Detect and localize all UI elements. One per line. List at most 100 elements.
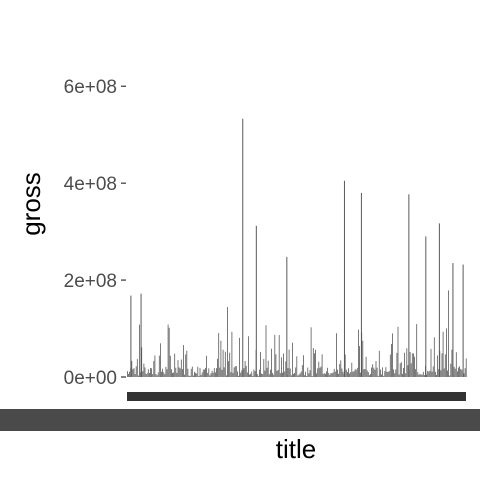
bar — [166, 369, 168, 377]
bar — [275, 354, 277, 377]
bar — [396, 352, 398, 377]
bar — [362, 340, 364, 377]
bar — [395, 369, 397, 377]
bar — [279, 373, 281, 377]
bar — [204, 369, 205, 377]
bar — [438, 369, 440, 377]
bar — [384, 371, 386, 377]
bar — [426, 374, 427, 377]
y-axis: 0e+00 2e+08 4e+08 6e+08 — [64, 77, 126, 389]
bar — [295, 367, 297, 377]
bar — [197, 366, 199, 377]
bar — [163, 372, 165, 377]
bar — [391, 343, 392, 377]
bar — [305, 371, 306, 377]
bar — [444, 354, 446, 377]
bar — [322, 373, 324, 377]
bar — [389, 354, 391, 377]
bar — [255, 225, 257, 377]
bar — [353, 371, 355, 377]
bar — [385, 367, 387, 377]
bar — [141, 347, 143, 377]
bar — [188, 375, 190, 377]
bar — [226, 375, 227, 377]
bar — [413, 353, 414, 377]
bar — [140, 293, 142, 377]
bar — [135, 366, 137, 377]
x-tick-label-overplot — [127, 392, 466, 401]
bar — [433, 337, 435, 377]
bar — [415, 369, 416, 377]
bar — [329, 374, 331, 377]
bar — [340, 360, 342, 377]
bar — [189, 375, 191, 377]
bar — [145, 374, 147, 377]
bar — [308, 373, 310, 377]
bar — [328, 372, 330, 377]
bar — [265, 325, 267, 377]
bar — [156, 375, 158, 377]
bar — [257, 375, 259, 377]
bar — [307, 367, 309, 377]
bar — [242, 118, 244, 377]
bar — [256, 374, 258, 377]
bar — [438, 223, 440, 377]
bar — [241, 370, 243, 377]
bar — [210, 373, 212, 377]
bar — [356, 367, 358, 377]
bar — [205, 367, 206, 377]
bar — [240, 372, 242, 377]
bar — [406, 348, 408, 377]
bar — [298, 374, 300, 377]
bar — [418, 374, 420, 377]
bar — [344, 354, 346, 377]
bar — [172, 372, 173, 377]
bar — [447, 370, 448, 377]
bar — [404, 352, 405, 377]
bar — [318, 361, 320, 377]
bar — [392, 333, 393, 377]
bar — [149, 372, 150, 377]
bar — [245, 365, 247, 377]
bar — [271, 348, 272, 377]
bar — [131, 360, 133, 377]
x-axis — [0, 392, 480, 431]
bar — [262, 374, 264, 377]
bar — [283, 353, 284, 377]
bar — [446, 328, 447, 377]
bar — [144, 367, 146, 377]
bar — [179, 368, 181, 377]
bar — [278, 335, 280, 377]
bar — [216, 368, 217, 377]
bar — [373, 367, 375, 377]
bar — [202, 369, 204, 377]
bar — [292, 342, 293, 377]
bar — [270, 369, 271, 377]
bar — [363, 369, 365, 377]
bar — [337, 369, 338, 377]
bar — [360, 192, 362, 377]
bar — [453, 366, 455, 377]
bar — [409, 351, 411, 377]
bar — [274, 334, 276, 377]
bar — [223, 367, 225, 377]
bar — [176, 372, 178, 377]
bar — [138, 375, 139, 377]
bar — [201, 372, 203, 377]
bar — [221, 369, 223, 377]
bar — [194, 371, 195, 377]
bar — [209, 375, 211, 377]
bar — [229, 352, 231, 377]
bar — [370, 373, 371, 377]
bar — [441, 353, 443, 377]
bar — [352, 371, 354, 377]
bar — [218, 333, 220, 377]
bar — [300, 371, 302, 377]
bar — [146, 373, 148, 377]
bar — [386, 371, 388, 377]
bar — [177, 360, 179, 377]
bar — [449, 375, 451, 377]
bar — [213, 368, 215, 377]
bar — [243, 368, 245, 377]
bar — [285, 361, 287, 377]
